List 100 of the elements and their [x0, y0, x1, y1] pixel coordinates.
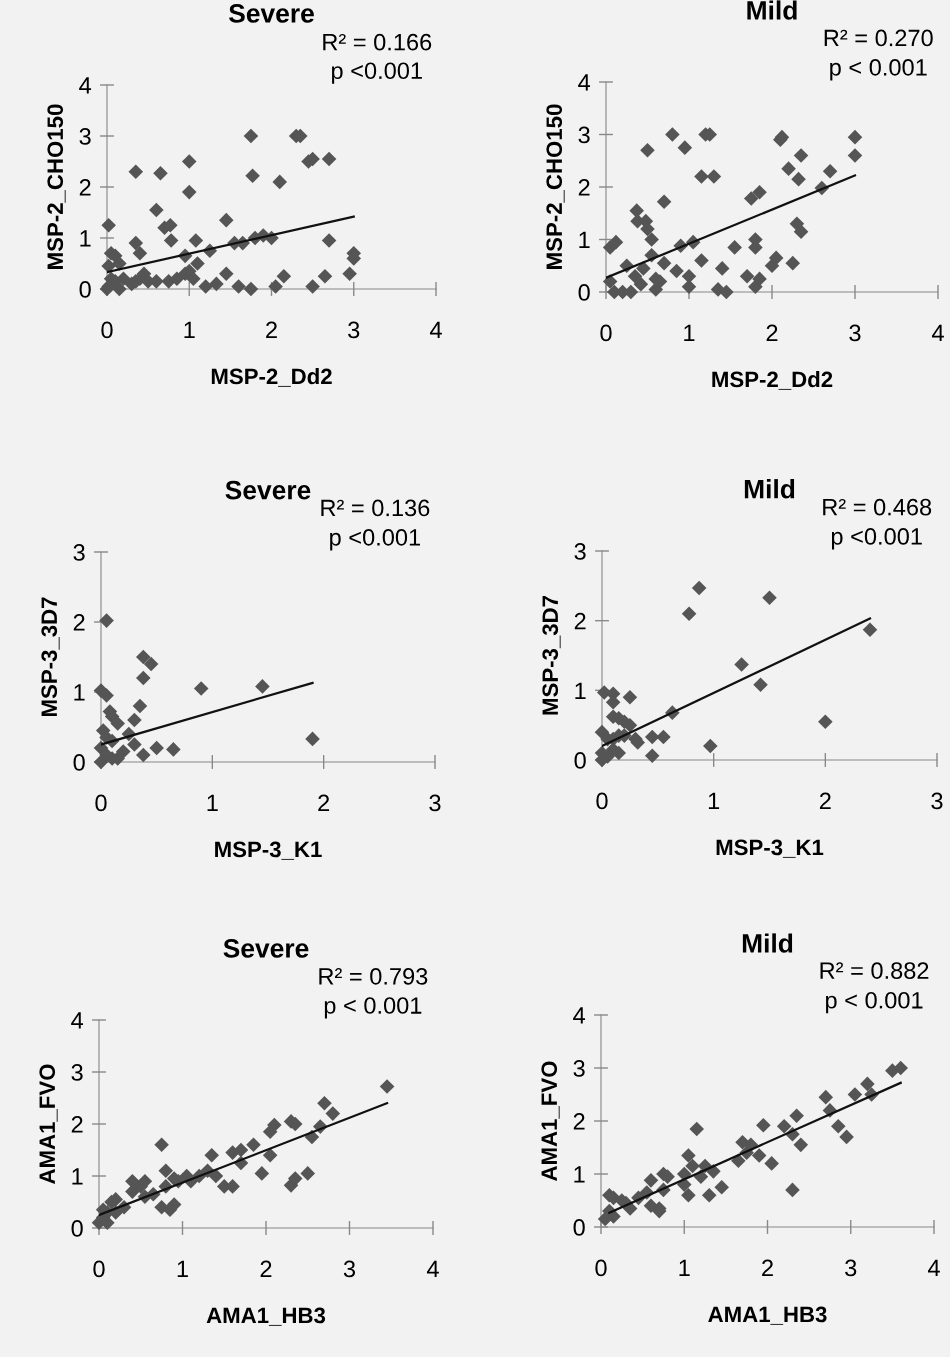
point	[822, 163, 838, 179]
y-axis-title: MSP-3_3D7	[542, 595, 561, 715]
point	[287, 1171, 303, 1186]
point	[703, 738, 718, 754]
x-tick-label: 0	[101, 321, 113, 339]
point	[685, 1158, 700, 1174]
x-tick-label: 2	[266, 321, 277, 339]
x-tick-label: 4	[429, 321, 442, 339]
chart-title: Mild	[747, 0, 797, 20]
point	[622, 690, 638, 705]
point	[166, 742, 181, 757]
point	[132, 698, 148, 714]
point	[99, 613, 114, 628]
point	[608, 234, 624, 250]
point	[127, 737, 142, 752]
x-tick-label: 2	[766, 324, 778, 342]
point	[714, 1179, 729, 1195]
point	[656, 729, 671, 745]
x-tick-label: 2	[318, 794, 330, 812]
x-tick-label: 4	[931, 324, 944, 342]
chart-title: Mild	[744, 479, 795, 499]
point	[681, 279, 697, 295]
y-tick-label: 2	[574, 612, 586, 630]
point	[751, 1148, 767, 1163]
chart-title: Severe	[228, 4, 314, 23]
point	[300, 1166, 316, 1181]
y-tick-label: 3	[79, 128, 91, 145]
y-tick-label: 3	[578, 126, 590, 144]
x-tick-label: 0	[95, 794, 107, 812]
x-tick-label: 3	[845, 1259, 857, 1277]
point	[847, 129, 863, 145]
point	[143, 656, 159, 672]
chart-title: Mild	[742, 933, 793, 953]
point	[233, 1142, 249, 1158]
point	[752, 184, 767, 200]
y-tick-label: 2	[578, 179, 590, 196]
point	[158, 1163, 174, 1179]
y-tick-label: 3	[573, 1060, 585, 1077]
point	[756, 1117, 771, 1133]
y-axis-title: AMA1_FVO	[39, 1064, 58, 1184]
point	[325, 1106, 341, 1121]
point	[99, 688, 114, 703]
point	[629, 203, 644, 218]
point	[681, 1187, 696, 1203]
x-tick-label: 1	[684, 324, 695, 342]
text: R² = 0.166	[323, 33, 432, 51]
y-tick-label: 2	[79, 179, 91, 196]
x-axis-title: MSP-3_K1	[215, 841, 322, 860]
y-tick-label: 3	[73, 544, 85, 561]
y-tick-label: 0	[578, 284, 590, 301]
y-tick-label: 1	[579, 231, 590, 249]
point	[149, 740, 164, 756]
point	[860, 1076, 875, 1092]
point	[254, 1166, 270, 1181]
y-tick-label: 3	[574, 543, 586, 560]
point	[597, 1211, 613, 1227]
point	[636, 261, 651, 276]
point	[669, 263, 684, 279]
x-tick-label: 4	[927, 1259, 940, 1277]
point	[633, 276, 649, 292]
y-tick-label: 0	[73, 754, 85, 771]
point	[706, 169, 722, 184]
text: p < 0.001	[830, 59, 927, 81]
point	[847, 148, 863, 163]
point	[110, 716, 125, 731]
point	[791, 171, 806, 187]
text: p <0.001	[332, 62, 422, 84]
point	[818, 714, 833, 729]
x-tick-label: 0	[595, 1259, 607, 1277]
point	[762, 590, 777, 605]
point	[681, 606, 697, 621]
point	[640, 142, 655, 158]
chart-title: Severe	[223, 939, 309, 958]
point	[694, 253, 709, 268]
point	[793, 1137, 809, 1153]
x-tick-label: 3	[348, 321, 360, 339]
point	[830, 1119, 846, 1134]
x-tick-label: 2	[260, 1260, 272, 1278]
x-tick-label: 3	[931, 792, 943, 810]
point	[727, 240, 742, 255]
x-tick-label: 3	[849, 324, 861, 342]
y-tick-label: 0	[574, 752, 586, 769]
y-tick-label: 4	[573, 1007, 586, 1024]
point	[656, 255, 672, 271]
point	[793, 148, 809, 163]
point	[136, 747, 151, 763]
point	[818, 1089, 834, 1105]
y-axis-title: AMA1_FVO	[541, 1061, 560, 1181]
point	[166, 1197, 182, 1212]
text: R² = 0.136	[321, 499, 430, 517]
point	[204, 1147, 220, 1163]
x-tick-label: 1	[177, 1260, 188, 1278]
point	[701, 1187, 717, 1203]
point	[753, 677, 768, 693]
point	[246, 1137, 261, 1153]
y-tick-label: 0	[71, 1220, 83, 1237]
point	[689, 1121, 705, 1137]
point	[262, 1147, 278, 1163]
x-tick-label: 4	[426, 1260, 439, 1278]
y-tick-label: 3	[71, 1064, 83, 1081]
